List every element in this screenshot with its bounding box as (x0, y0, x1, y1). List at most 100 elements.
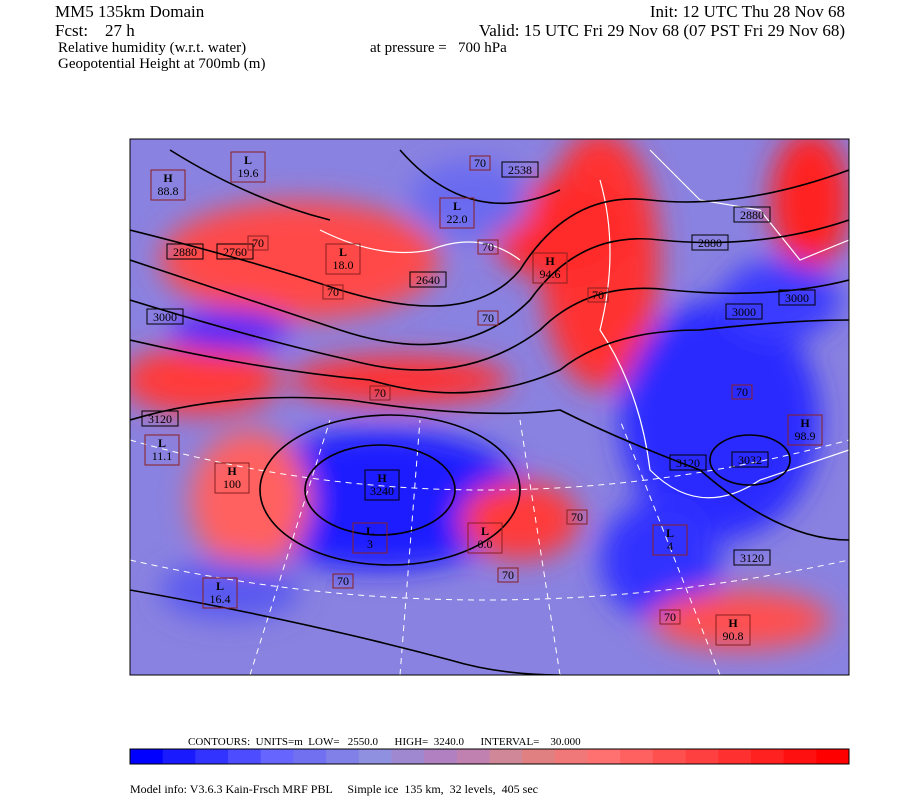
contour-label: 3000 (785, 291, 809, 305)
contour-label: 3000 (153, 310, 177, 324)
label-box (144, 434, 180, 466)
contour-label: 2640 (416, 273, 440, 287)
center-value: 90.8 (723, 629, 744, 643)
center-symbol: L (666, 526, 674, 540)
label-box (166, 243, 204, 260)
label-box (150, 169, 186, 201)
label-box (669, 454, 707, 471)
label-box (587, 287, 609, 303)
label-box (141, 410, 179, 427)
humidity-field (130, 139, 849, 650)
colorbar-swatch (816, 749, 850, 764)
rh-label: 70 (592, 288, 604, 302)
rh-label: 70 (502, 568, 514, 582)
label-box (467, 522, 503, 554)
label-box (659, 609, 681, 625)
center-symbol: L (339, 245, 347, 259)
height-contours (130, 149, 849, 675)
center-symbol: H (377, 471, 387, 485)
colorbar (129, 748, 850, 765)
map-frame (129, 138, 850, 676)
colorbar-swatch (718, 749, 752, 764)
center-value: 3240 (370, 484, 394, 498)
center-value: 11.1 (152, 449, 173, 463)
center-value: 94.6 (540, 267, 561, 281)
forecast-hour: Fcst: 27 h (55, 21, 135, 40)
label-box (715, 614, 751, 646)
label-box (322, 284, 344, 300)
rh-label: 70 (327, 285, 339, 299)
model-info: Model info: V3.6.3 Kain-Frsch MRF PBL Si… (130, 782, 538, 796)
center-value: 22.0 (447, 212, 468, 226)
colorbar-swatch (424, 749, 458, 764)
center-symbol: L (216, 579, 224, 593)
colorbar-swatch (783, 749, 817, 764)
center-symbol: H (800, 416, 810, 430)
rh-label: 70 (736, 385, 748, 399)
label-box (778, 289, 816, 306)
colorbar-swatch (162, 749, 196, 764)
contour-label: 2538 (508, 163, 532, 177)
label-box (691, 234, 729, 251)
contour-label: 3120 (740, 551, 764, 565)
contour-label: 2880 (173, 245, 197, 259)
center-value: 3 (367, 537, 373, 551)
label-box (202, 577, 238, 609)
center-value: 19.6 (238, 166, 259, 180)
rh-label: 70 (482, 311, 494, 325)
colorbar-swatch (195, 749, 229, 764)
contour-label: 3120 (676, 456, 700, 470)
colorbar-swatch (293, 749, 327, 764)
label-box (247, 235, 269, 251)
rh-label: 70 (482, 240, 494, 254)
label-box (325, 243, 361, 275)
center-value: 18.0 (333, 258, 354, 272)
colorbar-swatch (750, 749, 785, 764)
colorbar-swatch (456, 749, 490, 764)
label-box (439, 197, 475, 229)
colorbar-swatch (130, 749, 164, 764)
center-value: 16.4 (210, 592, 231, 606)
center-value: 100 (223, 477, 241, 491)
center-value: 0.0 (478, 537, 493, 551)
label-box (352, 522, 388, 554)
label-box (409, 271, 447, 288)
center-symbol: H (163, 171, 173, 185)
field-title: Geopotential Height at 700mb (m) (58, 56, 265, 72)
rh-label: 70 (337, 574, 349, 588)
colorbar-frame (129, 748, 850, 765)
contour-label: 2880 (740, 208, 764, 222)
center-symbol: L (366, 524, 374, 538)
rh-label: 70 (664, 610, 676, 624)
rh-label: 70 (474, 156, 486, 170)
center-symbol: H (728, 616, 738, 630)
label-box (364, 469, 400, 501)
colorbar-swatch (652, 749, 687, 764)
label-box (731, 451, 769, 468)
colorbar-swatch (489, 749, 523, 764)
label-box (332, 573, 354, 589)
label-box (477, 310, 499, 326)
center-symbol: L (481, 524, 489, 538)
rh-label: 70 (252, 236, 264, 250)
center-symbol: L (158, 436, 166, 450)
label-box (652, 524, 688, 556)
label-box (216, 243, 254, 260)
rh-label: 70 (374, 386, 386, 400)
label-box (146, 308, 184, 325)
contour-label: 2760 (223, 245, 247, 259)
center-symbol: H (227, 464, 237, 478)
center-value: 98.9 (795, 429, 816, 443)
label-box (230, 151, 266, 183)
rh-label: 70 (571, 510, 583, 524)
label-box (787, 414, 823, 446)
contour-label: 3120 (148, 412, 172, 426)
label-box (566, 509, 588, 525)
label-box (733, 549, 771, 566)
colorbar-swatch (522, 749, 556, 764)
center-symbol: H (545, 254, 555, 268)
colorbar-swatch (554, 749, 589, 764)
label-box (733, 206, 771, 223)
contour-label: 3032 (738, 453, 762, 467)
